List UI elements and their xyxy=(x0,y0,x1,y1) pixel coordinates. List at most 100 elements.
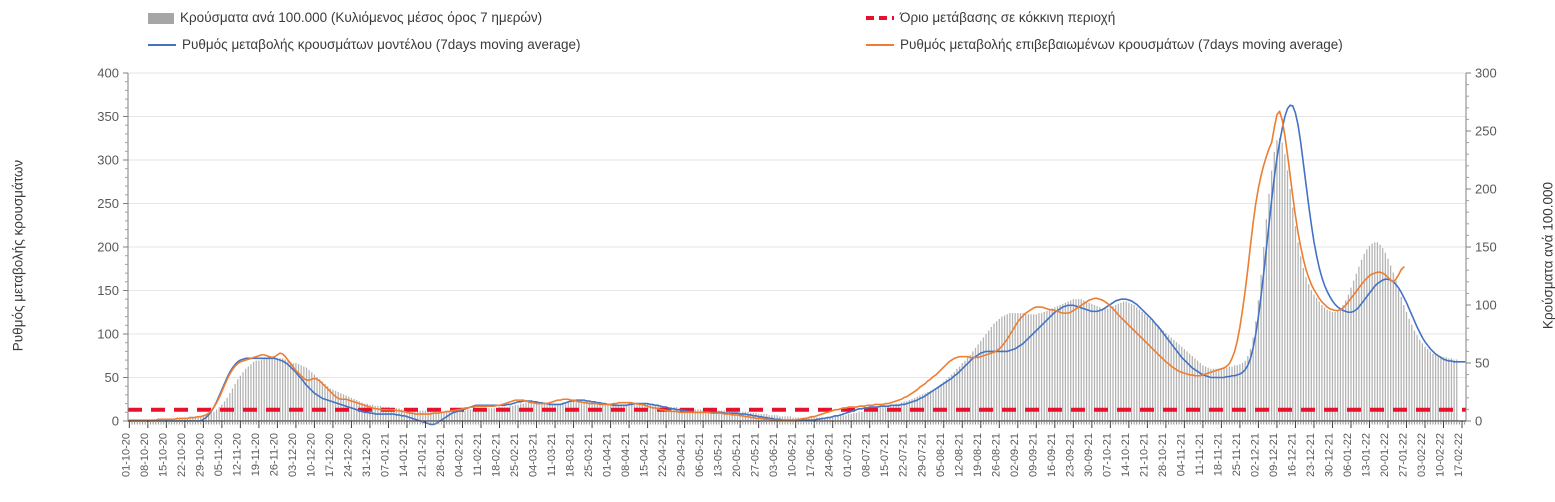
y-axis-right-ticks: 0 50 100 150 200 250 300 xyxy=(1466,66,1497,429)
x-tick-label: 27-01-22 xyxy=(1398,433,1410,477)
x-tick-label: 20-05-21 xyxy=(731,433,743,477)
x-tick-label: 16-12-21 xyxy=(1286,433,1298,477)
x-tick-label: 22-10-20 xyxy=(176,433,188,477)
x-tick-label: 21-01-21 xyxy=(416,433,428,477)
line-series-model xyxy=(128,104,1466,426)
y-tick-label-left: 0 xyxy=(112,414,119,429)
legend-item-red-threshold[interactable]: Όριο μετάβασης σε κόκκινη περιοχή xyxy=(866,10,1115,26)
chart-legend: Κρούσματα ανά 100.000 (Κυλιόμενος μέσος … xyxy=(0,0,1555,62)
x-tick-label: 28-01-21 xyxy=(435,433,447,477)
x-tick-label: 09-12-21 xyxy=(1268,433,1280,477)
red-dashed-swatch-icon xyxy=(866,11,894,25)
x-tick-label: 10-02-22 xyxy=(1435,433,1447,477)
x-tick-label: 26-11-20 xyxy=(268,433,280,476)
legend-label-model-rate: Ρυθμός μεταβολής κρουσμάτων μοντέλου (7d… xyxy=(182,37,581,52)
x-tick-label: 17-02-22 xyxy=(1453,433,1465,477)
legend-item-model-rate[interactable]: Ρυθμός μεταβολής κρουσμάτων μοντέλου (7d… xyxy=(148,37,581,53)
x-tick-label: 13-05-21 xyxy=(713,433,725,477)
x-tick-label: 24-12-20 xyxy=(342,433,354,477)
x-tick-label: 29-07-21 xyxy=(916,433,928,477)
x-tick-label: 11-02-21 xyxy=(472,433,484,476)
y-tick-label-left: 100 xyxy=(97,327,119,342)
bar-swatch-icon xyxy=(148,12,174,24)
x-tick-label: 08-10-20 xyxy=(139,433,151,477)
x-tick-label: 10-12-20 xyxy=(305,433,317,477)
x-tick-label: 29-10-20 xyxy=(194,433,206,477)
x-tick-label: 23-12-21 xyxy=(1305,433,1317,477)
x-tick-label: 01-07-21 xyxy=(842,433,854,477)
x-tick-label: 14-01-21 xyxy=(398,433,410,477)
x-tick-label: 03-12-20 xyxy=(287,433,299,477)
x-tick-label: 04-02-21 xyxy=(454,433,466,477)
y-tick-label-left: 350 xyxy=(97,109,119,124)
x-tick-label: 27-05-21 xyxy=(750,433,762,477)
y-tick-label-right: 50 xyxy=(1475,356,1489,371)
x-tick-label: 24-06-21 xyxy=(824,433,836,477)
legend-item-confirmed-rate[interactable]: Ρυθμός μεταβολής επιβεβαιωμένων κρουσμάτ… xyxy=(866,37,1343,53)
legend-item-cases-bars[interactable]: Κρούσματα ανά 100.000 (Κυλιόμενος μέσος … xyxy=(148,10,542,26)
x-tick-label: 18-02-21 xyxy=(491,433,503,477)
x-tick-label: 26-08-21 xyxy=(990,433,1002,477)
y-tick-label-right: 0 xyxy=(1475,414,1482,429)
x-tick-label: 06-01-22 xyxy=(1342,433,1354,477)
x-tick-label: 03-06-21 xyxy=(768,433,780,477)
x-tick-label: 25-03-21 xyxy=(583,433,595,477)
x-tick-label: 11-03-21 xyxy=(546,433,558,476)
x-tick-label: 17-06-21 xyxy=(805,433,817,477)
x-tick-label: 12-11-20 xyxy=(231,433,243,476)
y-tick-label-left: 150 xyxy=(97,283,119,298)
x-tick-label: 22-04-21 xyxy=(657,433,669,477)
x-tick-label: 14-10-21 xyxy=(1120,433,1132,477)
x-tick-label: 30-09-21 xyxy=(1083,433,1095,477)
x-tick-label: 10-06-21 xyxy=(787,433,799,477)
y-tick-label-right: 200 xyxy=(1475,182,1497,197)
x-tick-label: 16-09-21 xyxy=(1046,433,1058,477)
x-tick-label: 09-09-21 xyxy=(1027,433,1039,477)
y-tick-label-right: 300 xyxy=(1475,66,1497,81)
legend-label-cases-bars: Κρούσματα ανά 100.000 (Κυλιόμενος μέσος … xyxy=(180,10,543,25)
orange-line-swatch-icon xyxy=(866,38,894,52)
x-tick-label: 13-01-22 xyxy=(1360,433,1372,477)
legend-label-red-threshold: Όριο μετάβασης σε κόκκινη περιοχή xyxy=(900,10,1116,25)
x-tick-label: 15-10-20 xyxy=(157,433,169,477)
x-tick-label: 31-12-20 xyxy=(361,433,373,477)
x-tick-label: 08-04-21 xyxy=(620,433,632,477)
y-tick-label-left: 200 xyxy=(97,240,119,255)
x-tick-label: 22-07-21 xyxy=(898,433,910,477)
x-tick-label: 19-11-20 xyxy=(250,433,262,476)
x-tick-label: 12-08-21 xyxy=(953,433,965,477)
x-tick-label: 23-09-21 xyxy=(1064,433,1076,477)
x-tick-label: 06-05-21 xyxy=(694,433,706,477)
y-tick-label-left: 300 xyxy=(97,153,119,168)
x-tick-label: 18-03-21 xyxy=(565,433,577,477)
x-tick-label: 15-04-21 xyxy=(639,433,651,477)
x-tick-label: 04-03-21 xyxy=(528,433,540,477)
y-tick-label-left: 400 xyxy=(97,66,119,81)
x-tick-label: 02-12-21 xyxy=(1249,433,1261,477)
x-tick-label: 01-10-20 xyxy=(120,433,132,477)
x-tick-label: 18-11-21 xyxy=(1212,433,1224,476)
y-tick-label-right: 100 xyxy=(1475,298,1497,313)
x-tick-label: 25-02-21 xyxy=(509,433,521,477)
y-tick-label-left: 250 xyxy=(97,196,119,211)
x-tick-label: 21-10-21 xyxy=(1138,433,1150,477)
x-tick-label: 20-01-22 xyxy=(1379,433,1391,477)
x-tick-label: 05-08-21 xyxy=(935,433,947,477)
x-tick-label: 25-11-21 xyxy=(1231,433,1243,476)
y-tick-label-right: 250 xyxy=(1475,124,1497,139)
x-tick-label: 17-12-20 xyxy=(324,433,336,477)
x-tick-label: 30-12-21 xyxy=(1323,433,1335,477)
x-tick-label: 01-04-21 xyxy=(602,433,614,477)
x-tick-label: 08-07-21 xyxy=(861,433,873,477)
x-tick-label: 28-10-21 xyxy=(1157,433,1169,477)
x-tick-label: 07-10-21 xyxy=(1101,433,1113,477)
x-tick-label: 02-09-21 xyxy=(1009,433,1021,477)
x-tick-label: 11-11-21 xyxy=(1194,433,1206,475)
y-tick-label-right: 150 xyxy=(1475,240,1497,255)
y-tick-label-left: 50 xyxy=(105,370,119,385)
x-tick-label: 03-02-22 xyxy=(1416,433,1428,477)
y-axis-left-ticks: 0 50 100 150 200 250 300 350 400 xyxy=(97,66,128,429)
x-axis-ticks: 01-10-20 08-10-20 15-10-20 22-10-20 29-10-20… xyxy=(120,421,1466,477)
legend-label-confirmed-rate: Ρυθμός μεταβολής επιβεβαιωμένων κρουσμάτ… xyxy=(900,37,1343,52)
